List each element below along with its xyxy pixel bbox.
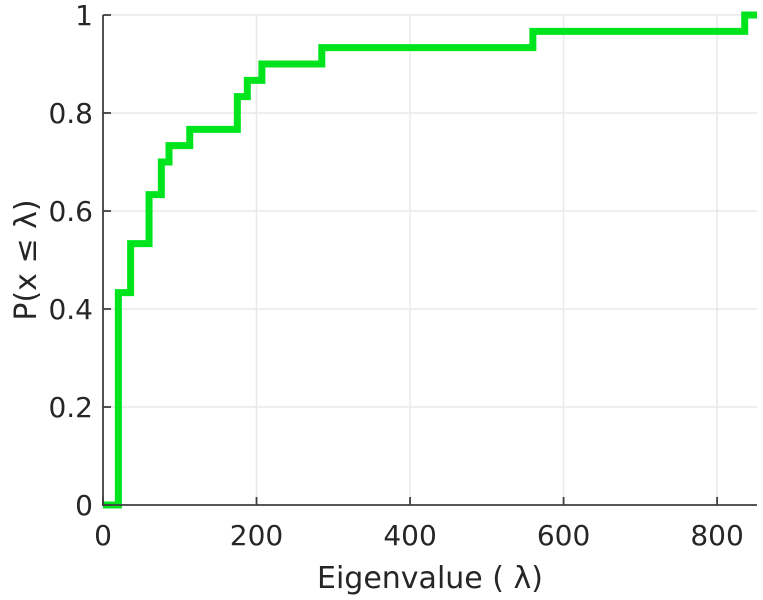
x-tick-label: 600 <box>537 519 590 552</box>
y-tick-label: 0 <box>75 489 93 522</box>
x-tick-label: 0 <box>94 519 112 552</box>
y-tick-label: 0.6 <box>48 195 93 228</box>
x-tick-label: 200 <box>230 519 283 552</box>
y-tick-label: 0.8 <box>48 97 93 130</box>
x-axis-label: Eigenvalue ( λ) <box>317 561 543 596</box>
x-tick-label: 400 <box>383 519 436 552</box>
eigenvalue-ecdf-line <box>103 11 757 509</box>
y-tick-label: 0.2 <box>48 391 93 424</box>
y-tick-label: 0.4 <box>48 293 93 326</box>
y-tick-label: 1 <box>75 0 93 32</box>
x-tick-label: 800 <box>690 519 743 552</box>
y-axis-label: P(x ≤ λ) <box>9 199 44 320</box>
